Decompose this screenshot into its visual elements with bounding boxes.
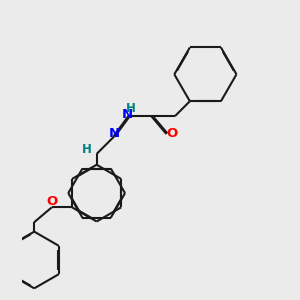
Text: H: H: [82, 143, 92, 156]
Text: O: O: [166, 127, 177, 140]
Text: N: N: [109, 127, 120, 140]
Text: N: N: [122, 108, 133, 121]
Text: H: H: [125, 102, 135, 115]
Text: O: O: [46, 195, 57, 208]
